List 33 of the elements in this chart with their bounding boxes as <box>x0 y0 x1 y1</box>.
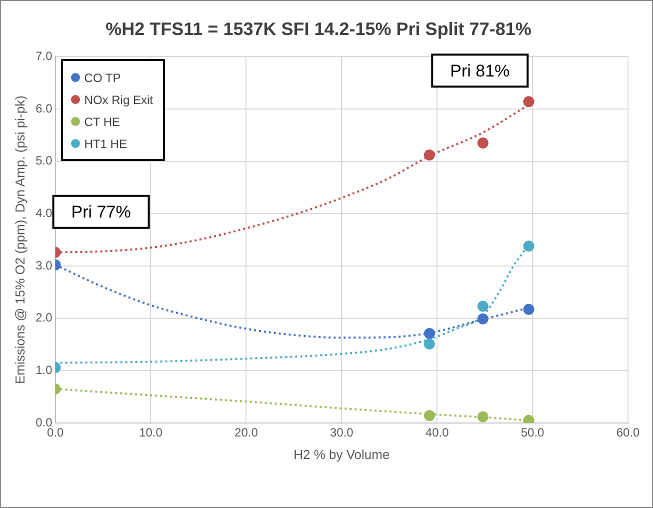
y-tick-label: 5.0 <box>36 154 53 168</box>
legend-label: CT HE <box>84 114 120 129</box>
y-tick-label: 1.0 <box>36 362 53 377</box>
chart-title: %H2 TFS11 = 1537K SFI 14.2-15% Pri Split 77-81% <box>106 18 532 39</box>
annotation: Pri 77% <box>71 202 131 222</box>
point <box>523 304 534 315</box>
x-tick-label: 50.0 <box>520 426 545 440</box>
point <box>477 411 488 422</box>
point <box>424 338 435 350</box>
point <box>424 150 435 161</box>
y-tick-label: 2.0 <box>36 310 53 325</box>
point <box>523 96 534 108</box>
x-tick-label: 20.0 <box>234 426 258 440</box>
x-tick-label: 40.0 <box>425 426 450 440</box>
point <box>477 313 488 324</box>
point <box>477 300 488 312</box>
annotation: Pri 81% <box>450 61 510 80</box>
point <box>424 328 435 339</box>
y-axis-title: Emissions @ 15% O2 (ppm), Dyn Amp. (psi pi-pk) <box>12 96 28 384</box>
x-axis-title: H2 % by Volume <box>294 446 390 462</box>
legend-label: NOx Rig Exit <box>84 92 153 107</box>
y-tick-label: 7.0 <box>36 48 53 63</box>
point <box>477 137 488 148</box>
point <box>424 410 435 422</box>
y-tick-label: 6.0 <box>36 101 53 116</box>
y-tick-label: 3.0 <box>36 258 53 272</box>
legend-label: CO TP <box>84 70 121 85</box>
legend-label: HT1 HE <box>84 136 127 151</box>
point <box>523 240 534 252</box>
x-tick-label: 60.0 <box>616 426 640 440</box>
x-tick-label: 10.0 <box>139 426 163 440</box>
y-tick-label: 4.0 <box>36 206 53 220</box>
x-tick-label: 30.0 <box>330 426 354 440</box>
